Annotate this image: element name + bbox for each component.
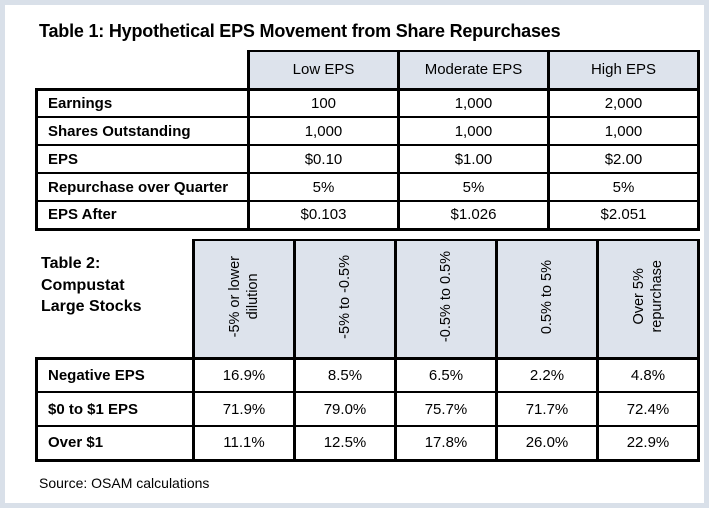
source-note: Source: OSAM calculations <box>39 475 210 491</box>
table-cell: 5% <box>547 172 700 202</box>
table-cell: 1,000 <box>397 87 550 118</box>
rotated-header-label: 0.5% to 5% <box>538 259 555 334</box>
table-cell: 5% <box>397 172 550 202</box>
table-cell: 2,000 <box>547 87 700 118</box>
table2-header-row: -5% or lower dilution -5% to -0.5% -0.5%… <box>37 239 700 359</box>
table-row: Negative EPS 16.9% 8.5% 6.5% 2.2% 4.8% <box>35 356 700 393</box>
table-cell: 6.5% <box>394 356 498 393</box>
table-cell: 100 <box>247 87 400 118</box>
row-label: EPS <box>35 144 250 174</box>
table-cell: $0.103 <box>247 200 400 231</box>
table-cell: 11.1% <box>192 425 296 462</box>
table-cell: 71.9% <box>192 391 296 427</box>
table-row: $0 to $1 EPS 71.9% 79.0% 75.7% 71.7% 72.… <box>35 391 700 427</box>
table-cell: 1,000 <box>397 116 550 146</box>
row-label: $0 to $1 EPS <box>35 391 195 427</box>
table2-col-header: Over 5% repurchase <box>596 239 700 359</box>
table-cell: 5% <box>247 172 400 202</box>
table1-header-row: Low EPS Moderate EPS High EPS <box>37 50 700 90</box>
row-label: Negative EPS <box>35 356 195 393</box>
table-row: Repurchase over Quarter 5% 5% 5% <box>35 172 700 202</box>
row-label: EPS After <box>35 200 250 231</box>
table1-eps-movement: Low EPS Moderate EPS High EPS Earnings 1… <box>35 50 700 231</box>
table2-corner-spacer <box>37 240 194 358</box>
table-cell: 1,000 <box>547 116 700 146</box>
table2-title: Table 2: Compustat Large Stocks <box>41 255 142 316</box>
table-row: EPS After $0.103 $1.026 $2.051 <box>35 200 700 231</box>
table-cell: $1.00 <box>397 144 550 174</box>
table-cell: 1,000 <box>247 116 400 146</box>
table1-col-header: Low EPS <box>247 50 400 90</box>
table-cell: 2.2% <box>495 356 599 393</box>
table-row: Earnings 100 1,000 2,000 <box>35 87 700 118</box>
row-label: Earnings <box>35 87 250 118</box>
table-cell: $1.026 <box>397 200 550 231</box>
rotated-header-label: -5% to -0.5% <box>336 254 353 339</box>
table-cell: 71.7% <box>495 391 599 427</box>
table-cell: 26.0% <box>495 425 599 462</box>
table2-col-header: -5% or lower dilution <box>192 239 296 359</box>
table-cell: 79.0% <box>293 391 397 427</box>
table-cell: 12.5% <box>293 425 397 462</box>
table-cell: $0.10 <box>247 144 400 174</box>
table-row: EPS $0.10 $1.00 $2.00 <box>35 144 700 174</box>
row-label: Over $1 <box>35 425 195 462</box>
table-cell: 16.9% <box>192 356 296 393</box>
table-cell: 17.8% <box>394 425 498 462</box>
table1-title: Table 1: Hypothetical EPS Movement from … <box>39 21 561 41</box>
table-row: Over $1 11.1% 12.5% 17.8% 26.0% 22.9% <box>35 425 700 462</box>
rotated-header-label: -0.5% to 0.5% <box>437 251 454 343</box>
table2-col-header: -5% to -0.5% <box>293 239 397 359</box>
table2-col-header: 0.5% to 5% <box>495 239 599 359</box>
table-cell: $2.051 <box>547 200 700 231</box>
table-cell: 72.4% <box>596 391 700 427</box>
rotated-header-label: -5% or lower dilution <box>226 256 261 338</box>
row-label: Repurchase over Quarter <box>35 172 250 202</box>
table2-compustat-large-stocks: -5% or lower dilution -5% to -0.5% -0.5%… <box>35 239 700 462</box>
table1-col-header: Moderate EPS <box>397 50 550 90</box>
table1-col-header: High EPS <box>547 50 700 90</box>
rotated-header-label: Over 5% repurchase <box>630 260 665 334</box>
table-cell: 22.9% <box>596 425 700 462</box>
table-cell: 75.7% <box>394 391 498 427</box>
table-cell: $2.00 <box>547 144 700 174</box>
table1-corner-spacer <box>37 51 249 89</box>
table2-col-header: -0.5% to 0.5% <box>394 239 498 359</box>
table-cell: 4.8% <box>596 356 700 393</box>
table-row: Shares Outstanding 1,000 1,000 1,000 <box>35 116 700 146</box>
row-label: Shares Outstanding <box>35 116 250 146</box>
table-cell: 8.5% <box>293 356 397 393</box>
